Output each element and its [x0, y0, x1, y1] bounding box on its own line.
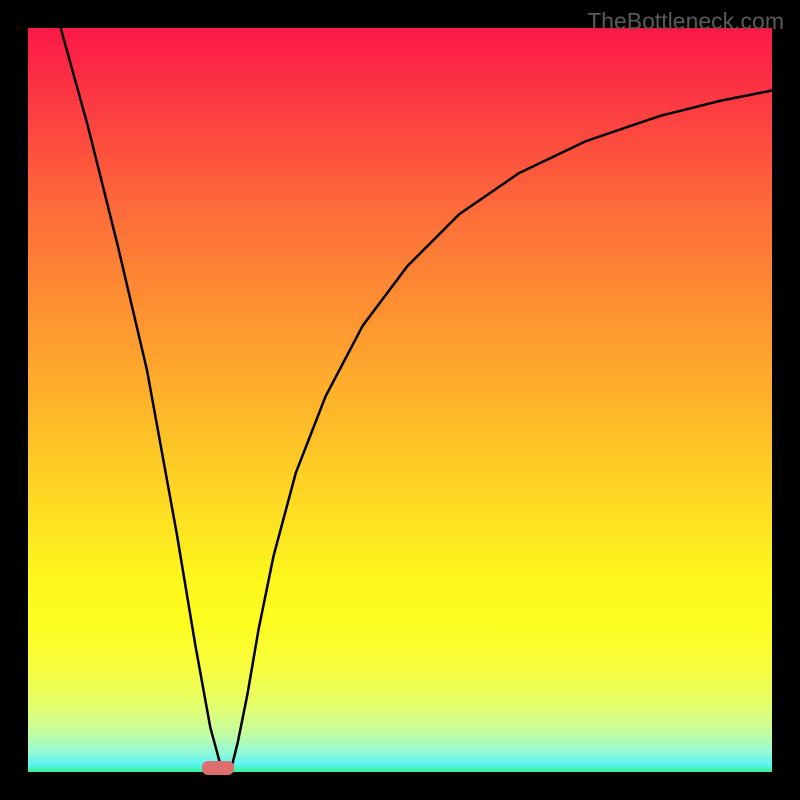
watermark-text: TheBottleneck.com: [587, 8, 784, 35]
optimal-marker: [202, 761, 234, 775]
curve-svg: [28, 28, 772, 772]
bottleneck-curve: [61, 28, 772, 772]
plot-area: [28, 28, 772, 772]
